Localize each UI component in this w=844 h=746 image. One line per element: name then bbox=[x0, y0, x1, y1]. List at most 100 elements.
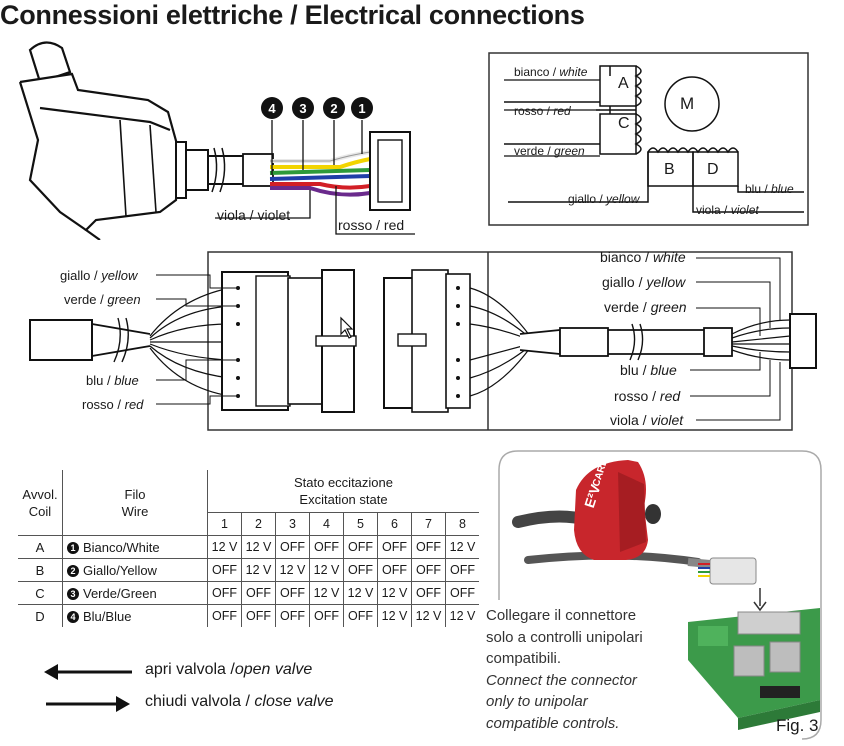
coil-label-d: D bbox=[707, 161, 719, 178]
close-valve-label: chiudi valvola / close valve bbox=[145, 693, 334, 710]
badge-4-label: 4 bbox=[268, 101, 276, 116]
label-red-top: rosso / red bbox=[338, 217, 405, 233]
state-cell: OFF bbox=[207, 558, 242, 582]
state-cell: OFF bbox=[309, 604, 344, 627]
cursor-glyph bbox=[340, 316, 354, 339]
left-label-yellow: giallo / yellow bbox=[60, 268, 138, 283]
state-cell: 12 V bbox=[309, 581, 344, 605]
state-cell: 12 V bbox=[241, 535, 276, 559]
state-cell: OFF bbox=[445, 581, 479, 605]
table-row: D 4 Blu/Blue OFF OFF OFF OFF OFF 12 V 12 … bbox=[18, 604, 479, 627]
product-photo-panel bbox=[498, 450, 822, 740]
step-header: 7 bbox=[411, 512, 446, 536]
open-valve-label: apri valvola /open valve bbox=[145, 661, 313, 678]
badge-4 bbox=[261, 97, 283, 119]
connector-note: Collegare il connettore solo a controlli… bbox=[486, 605, 676, 734]
motor-label-yellow: giallo / yellow bbox=[568, 192, 640, 206]
step-header: 2 bbox=[241, 512, 276, 536]
state-cell: OFF bbox=[207, 604, 242, 627]
badge-3-label: 3 bbox=[299, 101, 307, 116]
table-row: C 3 Verde/Green OFF OFF OFF 12 V 12 V 12 … bbox=[18, 581, 479, 605]
state-cell: 12 V bbox=[445, 535, 479, 559]
badge-1 bbox=[351, 97, 373, 119]
motor-label-blue: blu / blue bbox=[745, 182, 794, 196]
motor-label-white: bianco / white bbox=[514, 65, 588, 79]
note-it-line: compatibili. bbox=[486, 650, 562, 667]
wire-number-badges bbox=[261, 97, 373, 119]
state-cell: OFF bbox=[377, 558, 412, 582]
connector-plug bbox=[709, 557, 757, 585]
motor-symbol bbox=[664, 76, 720, 132]
wire-number-badge: 3 bbox=[67, 587, 79, 600]
coil-label-b: B bbox=[664, 161, 675, 178]
badge-3 bbox=[292, 97, 314, 119]
coil-label-a: A bbox=[618, 75, 629, 92]
state-cell: OFF bbox=[411, 535, 446, 559]
state-cell: 12 V bbox=[241, 558, 276, 582]
note-it-line: solo a controlli unipolari bbox=[486, 628, 643, 646]
motor-label-green: verde / green bbox=[514, 144, 585, 158]
right-label-blue: blu / blue bbox=[620, 362, 677, 378]
step-header: 4 bbox=[309, 512, 344, 536]
figure-label: Fig. 3 bbox=[776, 716, 819, 735]
table-row: B 2 Giallo/Yellow OFF 12 V 12 V 12 V OFF … bbox=[18, 558, 479, 582]
coil-cell: D bbox=[18, 604, 63, 627]
wire-cell: 2 Giallo/Yellow bbox=[62, 558, 208, 582]
state-cell: OFF bbox=[275, 604, 310, 627]
motor-label-violet: viola / violet bbox=[696, 203, 759, 217]
excitation-table: Avvol. Coil Filo Wire Stato eccitazione Exc… bbox=[18, 470, 479, 627]
valve-nut bbox=[175, 141, 187, 199]
state-cell: OFF bbox=[309, 535, 344, 559]
motor-label-red: rosso / red bbox=[514, 104, 571, 118]
state-cell: OFF bbox=[343, 558, 378, 582]
state-cell: 12 V bbox=[377, 581, 412, 605]
step-header: 1 bbox=[207, 512, 242, 536]
close-valve-arrow bbox=[46, 696, 130, 712]
header-coil: Avvol. Coil bbox=[18, 470, 63, 536]
right-label-white: bianco / white bbox=[600, 249, 686, 265]
left-label-green: verde / green bbox=[64, 292, 141, 307]
state-cell: OFF bbox=[343, 604, 378, 627]
wire-number-badge: 4 bbox=[67, 610, 79, 623]
header-state: Stato eccitazione Excitation state bbox=[207, 470, 479, 513]
control-board bbox=[688, 608, 820, 730]
note-en-line: compatible controls. bbox=[486, 714, 620, 732]
step-header: 5 bbox=[343, 512, 378, 536]
wire-bundle bbox=[269, 150, 371, 197]
open-valve-arrow bbox=[44, 664, 132, 680]
right-label-green: verde / green bbox=[604, 299, 687, 315]
wire-number-badge: 1 bbox=[67, 541, 79, 554]
left-label-red: rosso / red bbox=[82, 397, 144, 412]
page-title: Connessioni elettriche / Electrical conn… bbox=[0, 0, 585, 30]
coil-label-c: C bbox=[618, 115, 630, 132]
step-header: 6 bbox=[377, 512, 412, 536]
wire-cell: 4 Blu/Blue bbox=[62, 604, 208, 627]
state-cell: OFF bbox=[275, 581, 310, 605]
step-header: 8 bbox=[445, 512, 479, 536]
motor-letter: M bbox=[680, 94, 695, 113]
right-label-violet: viola / violet bbox=[610, 412, 684, 428]
state-cell: OFF bbox=[241, 604, 276, 627]
state-cell: 12 V bbox=[445, 604, 479, 627]
valve-wire-drawing bbox=[18, 41, 415, 240]
right-label-red: rosso / red bbox=[614, 388, 681, 404]
state-cell: 12 V bbox=[309, 558, 344, 582]
badge-1-label: 1 bbox=[358, 101, 366, 116]
state-cell: 12 V bbox=[207, 535, 242, 559]
state-cell: 12 V bbox=[275, 558, 310, 582]
state-cell: OFF bbox=[411, 558, 446, 582]
table-row: A 1 Bianco/White 12 V 12 V OFF OFF OFF OF… bbox=[18, 535, 479, 559]
header-steps-row: 1 2 3 4 5 6 7 8 bbox=[18, 512, 479, 536]
state-cell: OFF bbox=[275, 535, 310, 559]
step-header: 3 bbox=[275, 512, 310, 536]
badge-2 bbox=[323, 97, 345, 119]
state-cell: 12 V bbox=[377, 604, 412, 627]
valve-body bbox=[18, 41, 180, 240]
coil-cell: C bbox=[18, 581, 63, 605]
motor-schematic bbox=[488, 52, 809, 226]
connector-drawing bbox=[29, 251, 817, 431]
note-en-line: Connect the connector bbox=[486, 671, 637, 689]
right-label-yellow: giallo / yellow bbox=[602, 274, 686, 290]
wire-cell: 1 Bianco/White bbox=[62, 535, 208, 559]
state-cell: 12 V bbox=[343, 581, 378, 605]
